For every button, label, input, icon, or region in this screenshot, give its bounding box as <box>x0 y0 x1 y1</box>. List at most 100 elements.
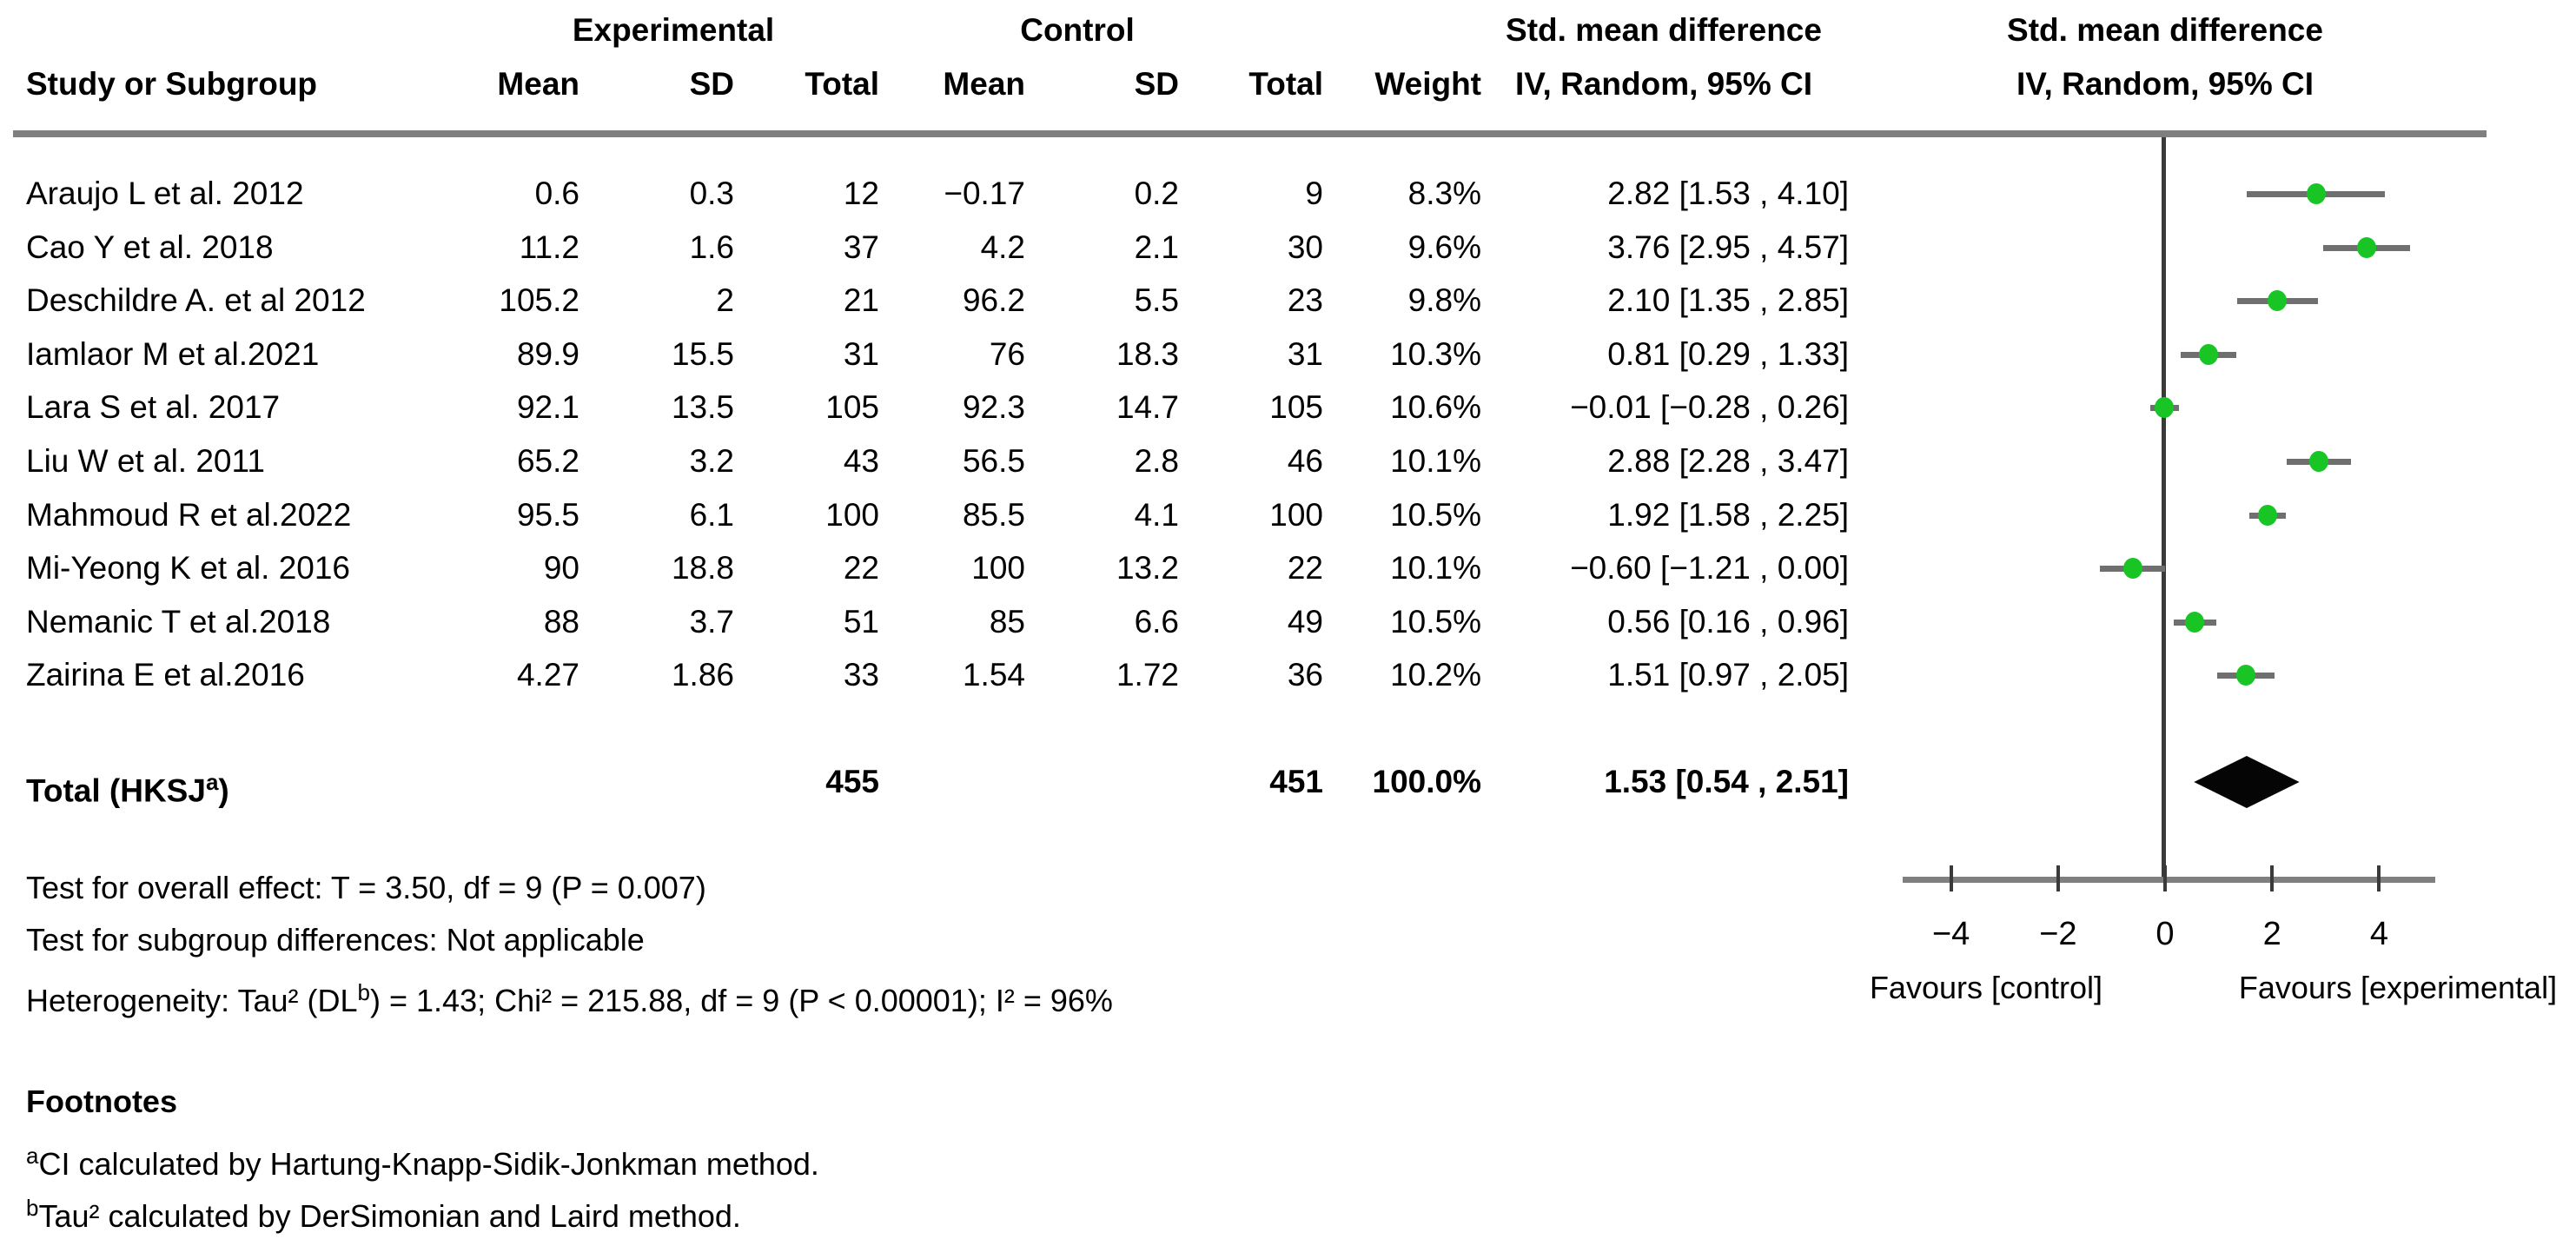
cell-ctrl-sd: 0.2 <box>1134 176 1179 211</box>
total-exp-n: 455 <box>825 764 879 799</box>
cell-ctrl-sd: 1.72 <box>1116 657 1179 693</box>
cell-smd-ci-text: −0.01 [−0.28 , 0.26] <box>1570 389 1849 426</box>
cell-exp-mean: 95.5 <box>516 496 579 533</box>
point-estimate-marker <box>2185 611 2205 633</box>
total-smd-ci-text: 1.53 [0.54 , 2.51] <box>1604 764 1849 799</box>
smd-plot-column-title: Std. mean difference <box>2007 12 2323 48</box>
cell-exp-sd: 15.5 <box>671 335 734 372</box>
cell-exp-total: 51 <box>843 603 879 640</box>
cell-exp-mean: 92.1 <box>516 389 579 426</box>
x-axis-tick-label: 2 <box>2262 916 2281 952</box>
cell-ctrl-mean: 96.2 <box>962 282 1025 319</box>
cell-study-name: Araujo L et al. 2012 <box>26 176 304 211</box>
cell-exp-mean: 90 <box>543 550 579 587</box>
cell-exp-sd: 18.8 <box>671 550 734 587</box>
cell-exp-mean: 88 <box>543 603 579 640</box>
cell-exp-sd: 1.86 <box>671 657 734 693</box>
cell-ctrl-mean: 85.5 <box>962 496 1025 533</box>
cell-weight: 9.8% <box>1407 282 1481 319</box>
x-axis-tick-label: 4 <box>2369 916 2388 952</box>
point-estimate-marker <box>2236 665 2256 686</box>
column-header-ctrl-mean: Mean <box>943 66 1025 102</box>
cell-exp-mean: 0.6 <box>534 176 579 211</box>
point-estimate-marker <box>2356 236 2376 258</box>
x-axis-tick <box>2270 865 2275 891</box>
point-estimate-marker <box>2198 343 2218 365</box>
column-header-ctrl-sd: SD <box>1134 66 1179 102</box>
cell-ctrl-sd: 2.1 <box>1134 229 1179 265</box>
cell-ctrl-mean: 1.54 <box>962 657 1025 693</box>
cell-smd-ci-text: 1.92 [1.58 , 2.25] <box>1607 496 1849 533</box>
cell-exp-total: 100 <box>825 496 879 533</box>
cell-ctrl-mean: 4.2 <box>980 229 1025 265</box>
cell-smd-ci-text: 1.51 [0.97 , 2.05] <box>1607 657 1849 693</box>
x-axis-tick-label: −2 <box>2039 916 2077 952</box>
cell-ctrl-total: 100 <box>1269 496 1323 533</box>
cell-smd-ci-text: 3.76 [2.95 , 4.57] <box>1607 229 1849 265</box>
x-axis-tick-label: 0 <box>2155 916 2175 952</box>
group-header-control: Control <box>1020 12 1135 48</box>
x-axis-tick <box>1949 865 1953 891</box>
column-header-study: Study or Subgroup <box>26 66 318 102</box>
cell-weight: 10.1% <box>1390 443 1481 479</box>
cell-exp-total: 22 <box>843 550 879 587</box>
cell-exp-mean: 11.2 <box>519 229 579 265</box>
heterogeneity-footnote-marker: b <box>357 979 371 1005</box>
cell-exp-mean: 4.27 <box>516 657 579 693</box>
cell-smd-ci-text: 0.56 [0.16 , 0.96] <box>1607 603 1849 640</box>
cell-ctrl-sd: 14.7 <box>1116 389 1179 426</box>
cell-exp-sd: 1.6 <box>689 229 734 265</box>
cell-ctrl-total: 105 <box>1269 389 1323 426</box>
cell-ctrl-total: 36 <box>1287 657 1323 693</box>
cell-weight: 10.6% <box>1390 389 1481 426</box>
cell-ctrl-mean: −0.17 <box>944 176 1025 211</box>
column-header-exp-mean: Mean <box>497 66 579 102</box>
cell-study-name: Iamlaor M et al.2021 <box>26 335 320 372</box>
cell-ctrl-total: 9 <box>1305 176 1323 211</box>
test-overall-effect-line: Test for overall effect: T = 3.50, df = … <box>26 870 706 905</box>
pooled-effect-diamond <box>2194 756 2300 808</box>
cell-smd-ci-text: 2.10 [1.35 , 2.85] <box>1607 282 1849 319</box>
total-ctrl-n: 451 <box>1269 764 1323 799</box>
favours-experimental-label: Favours [experimental] <box>2238 970 2558 1005</box>
cell-exp-sd: 13.5 <box>671 389 734 426</box>
column-header-weight: Weight <box>1374 66 1481 102</box>
cell-ctrl-total: 22 <box>1287 550 1323 587</box>
column-header-smd-ci-text: IV, Random, 95% CI <box>1514 66 1812 102</box>
cell-study-name: Deschildre A. et al 2012 <box>26 282 366 319</box>
test-subgroup-differences-line: Test for subgroup differences: Not appli… <box>26 922 645 958</box>
x-axis-line <box>1903 877 2435 883</box>
cell-exp-total: 21 <box>843 282 879 319</box>
cell-ctrl-total: 31 <box>1287 335 1323 372</box>
cell-exp-total: 33 <box>843 657 879 693</box>
column-header-exp-sd: SD <box>689 66 734 102</box>
footnotes-title: Footnotes <box>26 1084 177 1119</box>
cell-ctrl-mean: 85 <box>989 603 1025 640</box>
column-header-ctrl-total: Total <box>1248 66 1323 102</box>
cell-smd-ci-text: 0.81 [0.29 , 1.33] <box>1607 335 1849 372</box>
cell-ctrl-mean: 100 <box>971 550 1025 587</box>
header-divider-rule <box>13 130 2487 137</box>
cell-study-name: Cao Y et al. 2018 <box>26 229 274 265</box>
cell-exp-sd: 0.3 <box>689 176 734 211</box>
cell-study-name: Liu W et al. 2011 <box>26 443 265 479</box>
column-header-smd-ci-plot: IV, Random, 95% CI <box>2016 66 2314 102</box>
cell-exp-total: 105 <box>825 389 879 426</box>
point-estimate-marker <box>2306 183 2326 204</box>
cell-ctrl-total: 46 <box>1287 443 1323 479</box>
cell-ctrl-sd: 2.8 <box>1134 443 1179 479</box>
cell-ctrl-sd: 4.1 <box>1134 496 1179 533</box>
cell-ctrl-total: 23 <box>1287 282 1323 319</box>
cell-ctrl-sd: 13.2 <box>1116 550 1179 587</box>
cell-ctrl-mean: 56.5 <box>962 443 1025 479</box>
point-estimate-marker <box>2268 290 2288 312</box>
x-axis-tick <box>2377 865 2381 891</box>
cell-smd-ci-text: −0.60 [−1.21 , 0.00] <box>1570 550 1849 587</box>
cell-exp-total: 43 <box>843 443 879 479</box>
cell-exp-mean: 65.2 <box>516 443 579 479</box>
cell-smd-ci-text: 2.82 [1.53 , 4.10] <box>1607 176 1849 211</box>
point-estimate-marker <box>2123 558 2143 580</box>
cell-exp-mean: 105.2 <box>499 282 579 319</box>
cell-exp-sd: 6.1 <box>689 496 734 533</box>
footnote-b: bTau² calculated by DerSimonian and Lair… <box>26 1195 741 1234</box>
